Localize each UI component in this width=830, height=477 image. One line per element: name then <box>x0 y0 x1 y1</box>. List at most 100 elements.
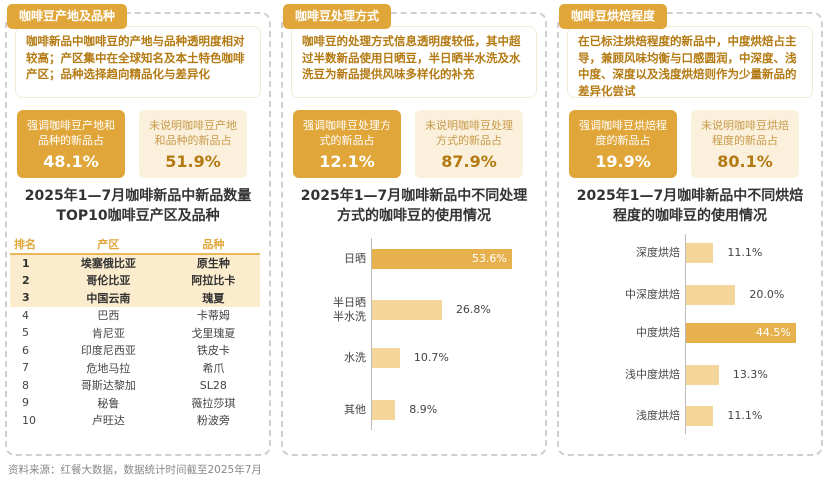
panel-2 <box>557 12 823 456</box>
table-cell: 6 <box>22 343 29 357</box>
source-note: 资料来源：红餐大数据，数据统计时间截至2025年7月 <box>8 464 262 476</box>
bar <box>686 243 714 263</box>
table-row: 5 肯尼亚 戈里瑰夏 <box>10 324 260 342</box>
table-row: 10 卢旺达 粉波旁 <box>10 412 260 430</box>
bar <box>372 249 512 269</box>
stat-value: 12.1% <box>319 152 375 171</box>
bar-value: 44.5% <box>755 326 791 339</box>
bar <box>686 365 719 385</box>
bar <box>686 323 796 343</box>
stat-stated: 强调咖啡豆烘焙程度的新品占 19.9% <box>569 110 677 178</box>
panel-title: 2025年1—7月咖啡新品中新品数量TOP10咖啡豆产区及品种 <box>24 188 252 224</box>
bar <box>372 300 442 320</box>
stat-label: 强调咖啡豆处理方式的新品占 <box>303 119 391 147</box>
bar <box>372 348 400 368</box>
table-header: 产区 <box>50 234 167 255</box>
table-cell: 戈里瑰夏 <box>191 326 236 340</box>
table-row: 2 哥伦比亚 阿拉比卡 <box>10 271 260 289</box>
stat-label: 强调咖啡豆产地和品种的新品占 <box>27 119 115 147</box>
stat-unstated: 未说明咖啡豆产地和品种的新品占 51.9% <box>139 110 247 178</box>
panel-0 <box>5 12 271 456</box>
bar-value: 26.8% <box>455 303 491 316</box>
bar-value: 11.1% <box>727 246 763 259</box>
table-cell: 瑰夏 <box>166 289 260 307</box>
table-row: 3 中国云南 瑰夏 <box>10 289 260 307</box>
bar-label: 日晒 <box>344 252 366 265</box>
panel-title: 2025年1—7月咖啡新品中不同处理方式的咖啡豆的使用情况 <box>300 188 528 224</box>
stat-label: 强调咖啡豆烘焙程度的新品占 <box>579 119 667 147</box>
table-cell: 4 <box>22 308 29 322</box>
table-row: 1 埃塞俄比亚 原生种 <box>10 254 260 272</box>
table-cell: 1 <box>10 254 50 272</box>
bar-label: 其他 <box>344 403 366 416</box>
bar <box>372 400 396 420</box>
stat-unstated: 未说明咖啡豆处理方式的新品占 87.9% <box>415 110 523 178</box>
panel-title: 2025年1—7月咖啡新品中不同烘焙程度的咖啡豆的使用情况 <box>576 188 804 224</box>
stat-value: 80.1% <box>717 152 773 171</box>
chart-axis <box>371 238 372 430</box>
table-row: 4 巴西 卡蒂姆 <box>10 307 260 325</box>
bar-label: 深度烘焙 <box>636 246 680 259</box>
bar-value: 8.9% <box>409 403 438 416</box>
bar-label: 浅度烘焙 <box>636 409 680 422</box>
table-cell: 巴西 <box>97 309 120 323</box>
table-row: 9 秘鲁 薇拉莎琪 <box>10 394 260 412</box>
stat-stated: 强调咖啡豆处理方式的新品占 12.1% <box>293 110 401 178</box>
table-cell: 5 <box>22 326 29 340</box>
table-cell: 7 <box>22 361 29 375</box>
table-cell: 危地马拉 <box>86 361 131 375</box>
panel-description: 咖啡新品中咖啡豆的产地与品种透明度相对较高；产区集中在全球知名及本土特色咖啡产区… <box>15 26 261 98</box>
bar-value: 20.0% <box>749 288 785 301</box>
stat-unstated: 未说明咖啡豆烘焙程度的新品占 80.1% <box>691 110 799 178</box>
stat-value: 87.9% <box>441 152 497 171</box>
bar-label: 浅中度烘焙 <box>625 368 680 381</box>
table-cell: 原生种 <box>166 254 260 272</box>
table-row: 6 印度尼西亚 铁皮卡 <box>10 342 260 360</box>
table-cell: 粉波旁 <box>196 414 230 428</box>
panel-tag: 咖啡豆处理方式 <box>283 4 392 29</box>
panel-1 <box>281 12 547 456</box>
bar-label: 半日晒 半水洗 <box>333 296 366 323</box>
table-cell: 印度尼西亚 <box>80 344 136 358</box>
bar-value: 10.7% <box>413 351 449 364</box>
bar-value: 53.6% <box>471 252 507 265</box>
stat-stated: 强调咖啡豆产地和品种的新品占 48.1% <box>17 110 125 178</box>
table-cell: 卢旺达 <box>91 414 125 428</box>
table-cell: 埃塞俄比亚 <box>50 254 167 272</box>
panel-tag: 咖啡豆烘焙程度 <box>559 4 668 29</box>
chart-axis <box>685 234 686 434</box>
stat-value: 51.9% <box>165 152 221 171</box>
table-cell: 卡蒂姆 <box>196 309 230 323</box>
table-cell: SL28 <box>199 378 227 392</box>
table-cell: 阿拉比卡 <box>166 271 260 289</box>
table-cell: 3 <box>10 289 50 307</box>
table-header: 排名 <box>10 234 50 255</box>
stat-value: 19.9% <box>595 152 651 171</box>
panel-description: 在已标注烘焙程度的新品中，中度烘焙占主导，兼顾风味均衡与口感圆润，中深度、浅中度… <box>567 26 813 98</box>
stat-label: 未说明咖啡豆处理方式的新品占 <box>425 119 513 147</box>
stat-label: 未说明咖啡豆烘焙程度的新品占 <box>701 119 789 147</box>
table-cell: 薇拉莎琪 <box>191 396 236 410</box>
table-row: 8 哥斯达黎加 SL28 <box>10 377 260 395</box>
bar-label: 中深度烘焙 <box>625 288 680 301</box>
bar-label: 中度烘焙 <box>636 326 680 339</box>
bar-label: 水洗 <box>344 351 366 364</box>
table-cell: 9 <box>22 396 29 410</box>
table-cell: 中国云南 <box>50 289 167 307</box>
bar-value: 11.1% <box>727 409 763 422</box>
stat-value: 48.1% <box>43 152 99 171</box>
origin-variety-table: 排名 产区 品种 1 埃塞俄比亚 原生种 2 哥伦比亚 阿拉比卡 3 中国云南 瑰夏 4 巴西 卡蒂姆 5 肯尼… <box>10 234 260 429</box>
table-row: 7 危地马拉 希爪 <box>10 359 260 377</box>
bar-value: 13.3% <box>732 368 768 381</box>
table-cell: 哥伦比亚 <box>50 271 167 289</box>
table-cell: 肯尼亚 <box>91 326 125 340</box>
stat-label: 未说明咖啡豆产地和品种的新品占 <box>149 119 237 147</box>
table-cell: 哥斯达黎加 <box>80 379 136 393</box>
table-cell: 铁皮卡 <box>196 344 230 358</box>
table-cell: 10 <box>22 413 36 427</box>
table-header: 品种 <box>166 234 260 255</box>
bar <box>686 406 714 426</box>
bar <box>686 285 736 305</box>
table-cell: 秘鲁 <box>97 396 120 410</box>
table-cell: 希爪 <box>202 361 225 375</box>
